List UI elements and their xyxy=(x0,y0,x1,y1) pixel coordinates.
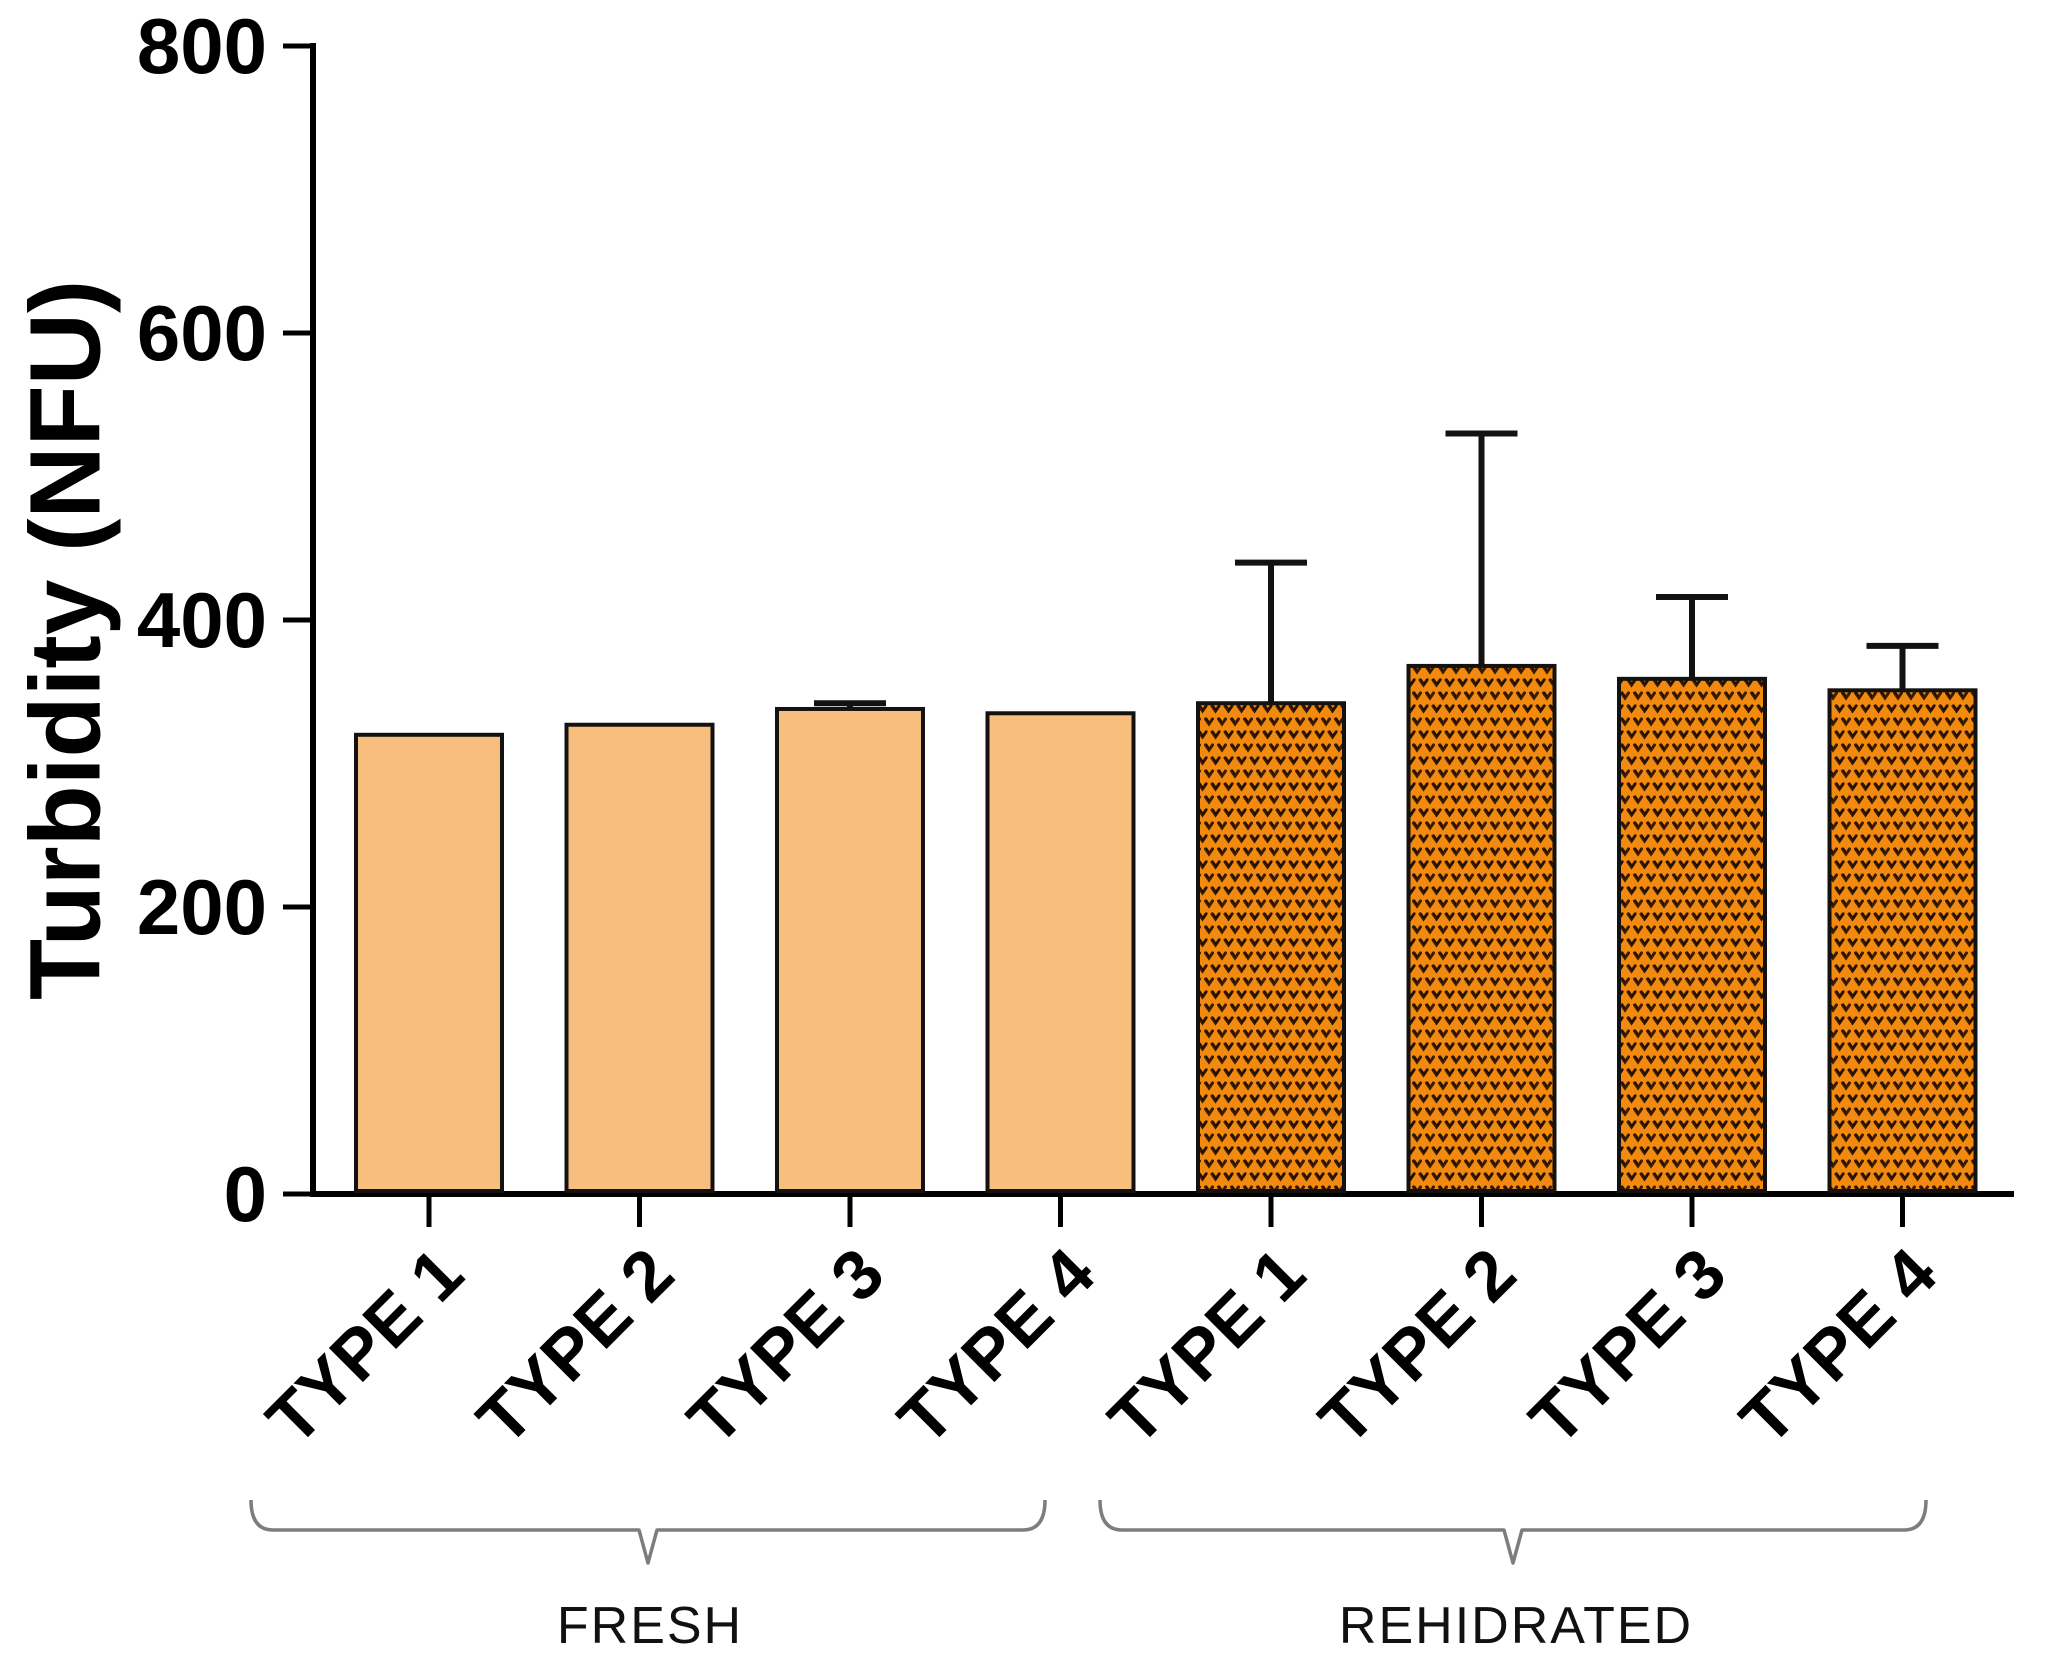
y-axis-title: Turbidity (NFU) xyxy=(9,279,122,1001)
bar-rehidrated xyxy=(1406,663,1557,1193)
category-label: TYPE 3 xyxy=(673,1233,899,1459)
category-label: TYPE 2 xyxy=(1304,1233,1530,1459)
group-label-rehidrated: REHIDRATED xyxy=(1338,1597,1694,1655)
category-label: TYPE 4 xyxy=(1725,1233,1951,1459)
category-label: TYPE 4 xyxy=(883,1233,1109,1459)
bar-fresh xyxy=(354,732,504,1193)
category-label: TYPE 3 xyxy=(1515,1233,1741,1459)
rehidrated-group-bracket xyxy=(1098,1499,1928,1565)
category-label: TYPE 1 xyxy=(252,1233,478,1459)
bar-rehidrated xyxy=(1827,688,1978,1193)
category-label: TYPE 1 xyxy=(1094,1233,1320,1459)
fresh-group-bracket xyxy=(249,1499,1047,1565)
y-tick-label: 200 xyxy=(137,863,267,951)
bar-rehidrated xyxy=(1196,701,1346,1193)
y-tick-label: 0 xyxy=(224,1150,267,1238)
y-tick-label: 600 xyxy=(137,289,267,377)
y-tick-label: 400 xyxy=(137,576,267,664)
bar-rehidrated xyxy=(1617,676,1767,1193)
y-tick-label: 800 xyxy=(137,2,267,90)
bar-fresh xyxy=(564,722,715,1193)
group-label-fresh: FRESH xyxy=(556,1597,744,1655)
bar-fresh xyxy=(985,711,1136,1194)
category-label: TYPE 2 xyxy=(462,1233,688,1459)
bar-fresh xyxy=(775,706,925,1193)
